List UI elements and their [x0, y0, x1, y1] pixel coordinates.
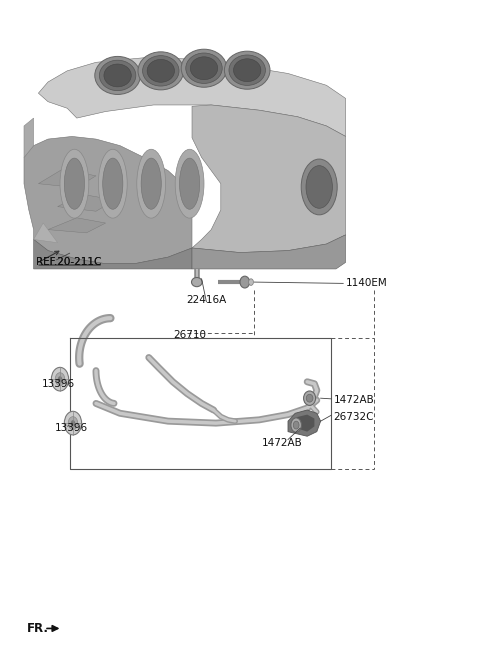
Ellipse shape	[249, 279, 253, 285]
Ellipse shape	[229, 55, 265, 85]
Ellipse shape	[301, 159, 337, 215]
Text: FR.: FR.	[26, 622, 48, 635]
Ellipse shape	[71, 420, 75, 426]
Polygon shape	[192, 235, 346, 269]
Polygon shape	[294, 415, 314, 432]
Ellipse shape	[64, 411, 82, 435]
Ellipse shape	[141, 158, 161, 209]
Ellipse shape	[240, 276, 250, 288]
Ellipse shape	[137, 150, 166, 218]
Ellipse shape	[291, 418, 301, 432]
Ellipse shape	[192, 277, 202, 287]
Ellipse shape	[304, 391, 316, 405]
Polygon shape	[24, 136, 192, 264]
Polygon shape	[34, 239, 192, 269]
Ellipse shape	[186, 53, 222, 83]
Ellipse shape	[233, 59, 261, 81]
Ellipse shape	[98, 150, 127, 218]
Polygon shape	[38, 169, 96, 188]
Ellipse shape	[51, 367, 69, 391]
Text: 1472AB: 1472AB	[334, 395, 374, 405]
Ellipse shape	[55, 373, 65, 386]
Ellipse shape	[306, 166, 333, 209]
Ellipse shape	[138, 52, 184, 90]
Text: REF.20-211C: REF.20-211C	[36, 257, 101, 268]
Ellipse shape	[104, 64, 132, 87]
Text: REF.20-211C: REF.20-211C	[36, 257, 101, 268]
Ellipse shape	[68, 417, 78, 430]
Ellipse shape	[175, 150, 204, 218]
Ellipse shape	[190, 57, 218, 79]
Polygon shape	[34, 223, 58, 243]
Ellipse shape	[306, 394, 313, 402]
Ellipse shape	[60, 150, 89, 218]
Ellipse shape	[64, 158, 84, 209]
Text: 22416A: 22416A	[186, 295, 227, 305]
Ellipse shape	[181, 49, 227, 87]
Polygon shape	[38, 58, 346, 136]
Polygon shape	[58, 194, 115, 211]
Polygon shape	[288, 410, 321, 436]
Ellipse shape	[180, 158, 200, 209]
Ellipse shape	[293, 421, 299, 429]
Ellipse shape	[147, 60, 175, 82]
Ellipse shape	[58, 377, 62, 382]
Ellipse shape	[225, 51, 270, 89]
Text: 13396: 13396	[42, 379, 75, 389]
Text: 26732C: 26732C	[334, 411, 374, 422]
Text: 1472AB: 1472AB	[262, 438, 302, 448]
Ellipse shape	[143, 56, 179, 86]
Polygon shape	[24, 118, 34, 157]
Text: 13396: 13396	[55, 423, 88, 434]
Text: 26710: 26710	[173, 329, 206, 340]
Text: 1140EM: 1140EM	[346, 278, 387, 289]
Polygon shape	[192, 105, 346, 253]
Ellipse shape	[95, 56, 140, 94]
Ellipse shape	[99, 60, 136, 91]
Ellipse shape	[103, 158, 123, 209]
Polygon shape	[48, 218, 106, 233]
